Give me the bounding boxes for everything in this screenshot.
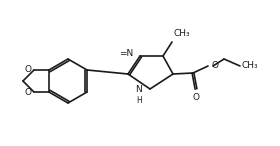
Text: O: O <box>25 88 32 97</box>
Text: N: N <box>135 86 142 94</box>
Text: O: O <box>25 65 32 74</box>
Text: H: H <box>136 96 142 105</box>
Text: CH₃: CH₃ <box>173 29 190 38</box>
Text: O: O <box>193 93 199 102</box>
Text: =N: =N <box>119 49 133 59</box>
Text: CH₃: CH₃ <box>242 60 259 69</box>
Text: O: O <box>211 61 218 71</box>
